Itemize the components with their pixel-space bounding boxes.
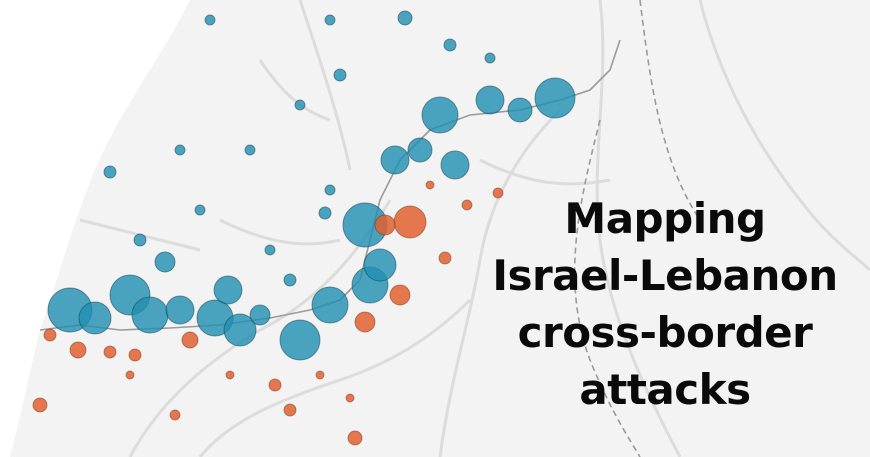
attack-marker <box>125 370 135 380</box>
attack-marker <box>438 251 452 265</box>
headline: Mapping Israel-Lebanon cross-border atta… <box>470 190 860 418</box>
attack-marker <box>354 311 376 333</box>
attack-marker <box>78 301 112 335</box>
attack-marker <box>223 313 257 347</box>
mediterranean-sea <box>0 0 190 457</box>
attack-marker <box>169 409 181 421</box>
attack-marker <box>484 52 496 64</box>
attack-marker <box>128 348 142 362</box>
attack-marker <box>440 150 470 180</box>
attack-marker <box>318 206 332 220</box>
attack-marker <box>294 99 306 111</box>
attack-marker <box>363 248 397 282</box>
attack-marker <box>103 165 117 179</box>
attack-marker <box>244 144 256 156</box>
attack-marker <box>389 284 411 306</box>
attack-marker <box>492 187 504 199</box>
attack-marker <box>534 77 576 119</box>
attack-marker <box>32 397 48 413</box>
attack-marker <box>181 331 199 349</box>
attack-marker <box>311 286 349 324</box>
attack-marker <box>133 233 147 247</box>
attack-marker <box>131 296 169 334</box>
headline-line-3: cross-border <box>517 308 813 357</box>
attack-marker <box>103 345 117 359</box>
attack-marker <box>393 205 427 239</box>
attack-marker <box>283 273 297 287</box>
attack-marker <box>333 68 347 82</box>
lebanon-attack-markers <box>47 10 576 361</box>
attack-marker <box>264 244 276 256</box>
headline-line-2: Israel-Lebanon <box>492 251 838 300</box>
attack-marker <box>324 184 336 196</box>
attack-marker <box>461 199 473 211</box>
attack-marker <box>194 204 206 216</box>
attack-marker <box>407 137 433 163</box>
attack-marker <box>374 214 396 236</box>
attack-marker <box>507 97 533 123</box>
attack-marker <box>421 96 459 134</box>
attack-marker <box>443 38 457 52</box>
attack-marker <box>397 10 413 26</box>
attack-marker <box>249 304 271 326</box>
attack-marker <box>347 430 363 446</box>
headline-line-4: attacks <box>579 365 751 414</box>
attack-marker <box>324 14 336 26</box>
attack-marker <box>315 370 325 380</box>
headline-line-1: Mapping <box>564 194 766 243</box>
attack-marker <box>174 144 186 156</box>
attack-marker <box>225 370 235 380</box>
attack-marker <box>279 319 321 361</box>
attack-marker <box>165 295 195 325</box>
attack-marker <box>213 275 243 305</box>
attack-marker <box>154 251 176 273</box>
attack-marker <box>69 341 87 359</box>
attack-marker <box>204 14 216 26</box>
attack-marker <box>345 393 355 403</box>
attack-marker <box>380 145 410 175</box>
israel-attack-markers <box>32 180 504 446</box>
attack-marker <box>475 85 505 115</box>
attack-marker <box>43 328 57 342</box>
attack-marker <box>425 180 435 190</box>
attack-marker <box>283 403 297 417</box>
attack-marker <box>268 378 282 392</box>
